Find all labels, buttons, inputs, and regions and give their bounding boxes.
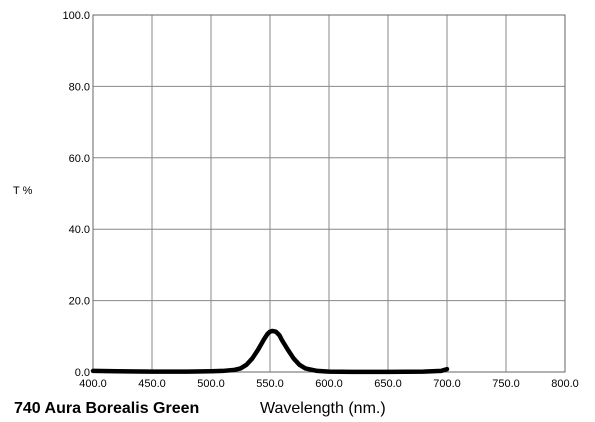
- y-tick-label: 20.0: [69, 296, 90, 308]
- x-tick-label: 450.0: [138, 378, 166, 390]
- y-tick-label: 100.0: [62, 10, 90, 22]
- x-tick-labels: 400.0 450.0 500.0 550.0 600.0 650.0 700.0 750.0…: [79, 378, 579, 390]
- y-tick-label: 60.0: [69, 153, 90, 165]
- x-tick-label: 400.0: [79, 378, 107, 390]
- x-tick-label: 500.0: [197, 378, 225, 390]
- chart-title: 740 Aura Borealis Green: [14, 400, 199, 417]
- y-tick-labels: 100.0 80.0 60.0 40.0 20.0 0.0: [62, 10, 90, 379]
- grid: [92, 14, 566, 373]
- x-tick-label: 650.0: [374, 378, 402, 390]
- x-axis-label: Wavelength (nm.): [260, 400, 386, 417]
- x-tick-label: 800.0: [551, 378, 579, 390]
- x-tick-label: 550.0: [256, 378, 284, 390]
- y-tick-label: 80.0: [69, 81, 90, 93]
- x-tick-label: 600.0: [315, 378, 343, 390]
- y-axis-label: T %: [13, 185, 33, 197]
- x-tick-label: 700.0: [433, 378, 461, 390]
- x-tick-label: 750.0: [492, 378, 520, 390]
- transmission-curve: [90, 328, 450, 375]
- y-tick-label: 40.0: [69, 224, 90, 236]
- y-tick-label: 0.0: [75, 367, 90, 379]
